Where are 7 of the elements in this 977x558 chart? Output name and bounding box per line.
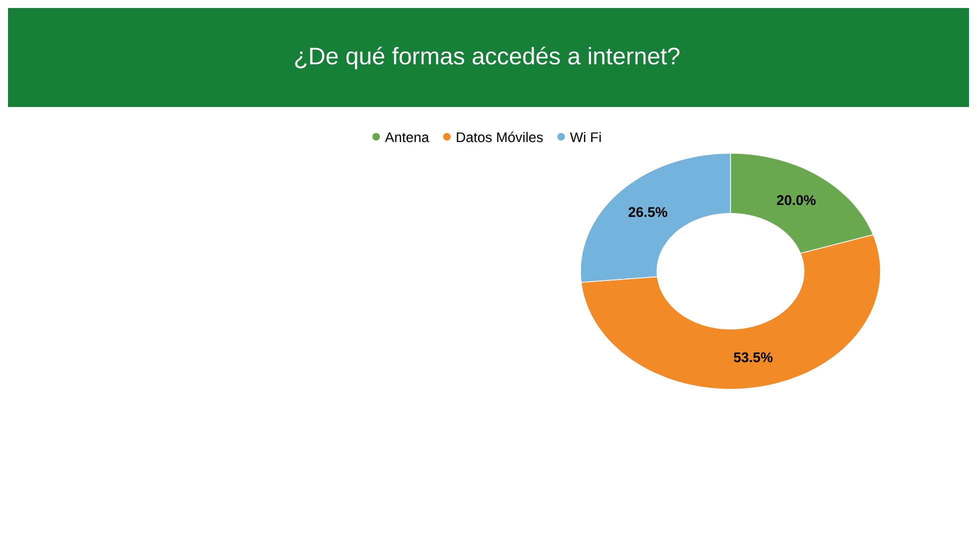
data-label: 20.0% [776,195,816,206]
data-label: 26.5% [628,207,668,218]
data-label: 53.5% [734,352,773,362]
legend-label: Wi Fi [570,132,601,142]
legend-label: Antena [384,132,430,142]
legend-label: Datos Móviles [456,132,543,142]
chart-title: ¿De qué formas accedés a internet? [295,46,680,70]
